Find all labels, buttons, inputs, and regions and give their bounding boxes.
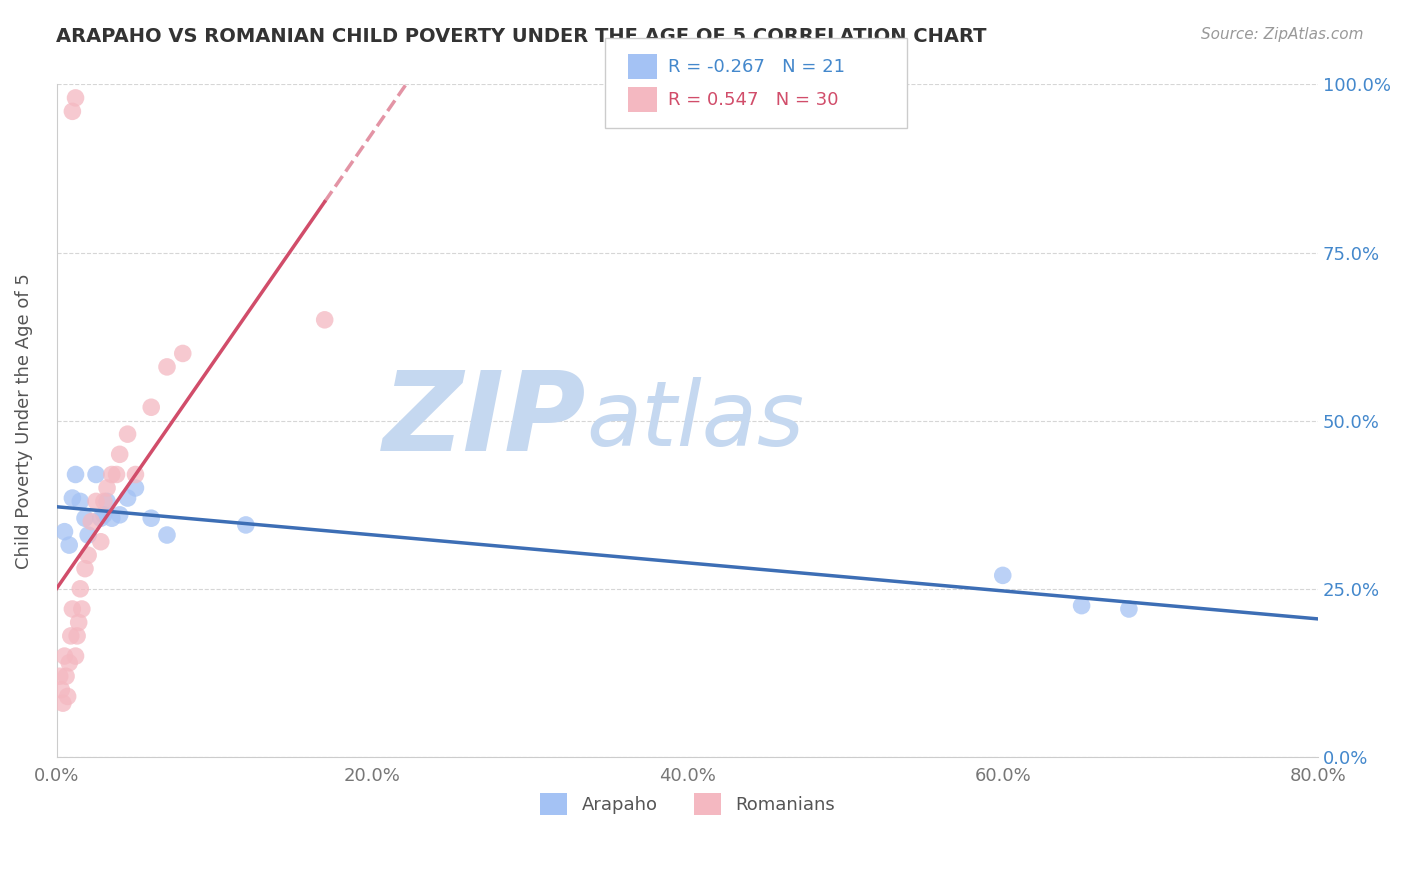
- Point: [124, 481, 146, 495]
- Point: [77, 548, 100, 562]
- Point: [65, 649, 87, 664]
- Point: [55, 669, 77, 683]
- Point: [53, 524, 76, 539]
- Text: R = 0.547   N = 30: R = 0.547 N = 30: [668, 91, 838, 109]
- Text: Source: ZipAtlas.com: Source: ZipAtlas.com: [1201, 27, 1364, 42]
- Point: [80, 515, 103, 529]
- Point: [58, 656, 80, 670]
- Point: [96, 494, 118, 508]
- Point: [70, 602, 93, 616]
- Point: [60, 491, 83, 505]
- Point: [73, 511, 96, 525]
- Point: [53, 649, 76, 664]
- Point: [1118, 602, 1140, 616]
- Point: [60, 602, 83, 616]
- Point: [96, 481, 118, 495]
- Point: [90, 534, 112, 549]
- Point: [52, 696, 75, 710]
- Point: [49, 669, 72, 683]
- Point: [65, 467, 87, 482]
- Text: ZIP: ZIP: [382, 368, 586, 475]
- Point: [58, 538, 80, 552]
- Point: [77, 528, 100, 542]
- Point: [141, 511, 163, 525]
- Legend: Arapaho, Romanians: Arapaho, Romanians: [533, 786, 842, 822]
- Point: [66, 629, 89, 643]
- Point: [101, 511, 124, 525]
- Point: [1070, 599, 1092, 613]
- Point: [60, 104, 83, 119]
- Point: [67, 615, 90, 630]
- Text: atlas: atlas: [586, 376, 804, 465]
- Point: [90, 511, 112, 525]
- Point: [73, 562, 96, 576]
- Point: [117, 427, 139, 442]
- Point: [156, 528, 179, 542]
- Point: [69, 582, 91, 596]
- Point: [51, 682, 73, 697]
- Point: [65, 91, 87, 105]
- Point: [101, 467, 124, 482]
- Point: [59, 629, 82, 643]
- Point: [84, 494, 107, 508]
- Point: [235, 517, 257, 532]
- Point: [56, 690, 79, 704]
- Y-axis label: Child Poverty Under the Age of 5: Child Poverty Under the Age of 5: [15, 273, 32, 568]
- Point: [314, 313, 336, 327]
- Point: [172, 346, 194, 360]
- Point: [93, 494, 115, 508]
- Point: [105, 467, 128, 482]
- Point: [84, 467, 107, 482]
- Point: [117, 491, 139, 505]
- Point: [108, 447, 131, 461]
- Point: [108, 508, 131, 522]
- Text: R = -0.267   N = 21: R = -0.267 N = 21: [668, 58, 845, 76]
- Point: [93, 508, 115, 522]
- Point: [991, 568, 1014, 582]
- Text: ARAPAHO VS ROMANIAN CHILD POVERTY UNDER THE AGE OF 5 CORRELATION CHART: ARAPAHO VS ROMANIAN CHILD POVERTY UNDER …: [56, 27, 987, 45]
- Point: [156, 359, 179, 374]
- Point: [69, 494, 91, 508]
- Point: [141, 401, 163, 415]
- Point: [124, 467, 146, 482]
